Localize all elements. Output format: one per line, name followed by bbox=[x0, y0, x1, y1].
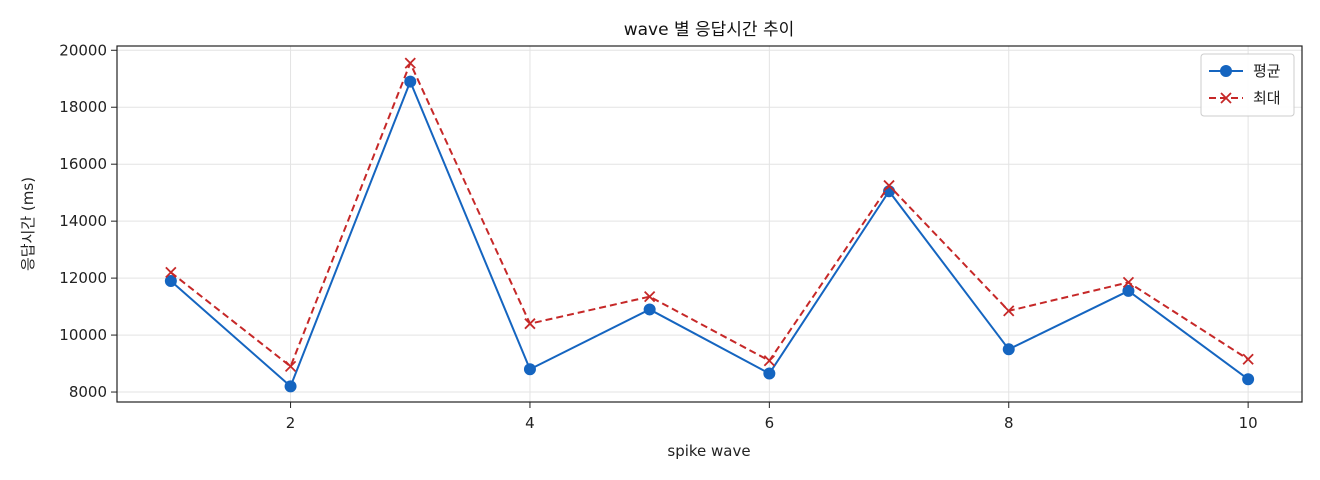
series-1 bbox=[164, 75, 1255, 393]
data-point bbox=[165, 266, 177, 279]
y-tick-label: 14000 bbox=[59, 212, 107, 230]
data-point bbox=[1003, 305, 1015, 317]
x-tick-label: 10 bbox=[1239, 414, 1258, 432]
x-tick-label: 2 bbox=[286, 414, 296, 432]
marker-stroke bbox=[883, 179, 895, 192]
legend-marker bbox=[1220, 92, 1232, 104]
marker-stroke bbox=[524, 318, 536, 330]
data-point bbox=[164, 274, 177, 287]
marker-stroke bbox=[165, 266, 177, 279]
marker-stroke bbox=[1003, 305, 1015, 317]
data-point bbox=[883, 179, 895, 192]
data-point bbox=[883, 185, 896, 198]
data-point bbox=[1122, 276, 1135, 289]
legend-item: 평균 bbox=[1209, 62, 1281, 80]
data-point bbox=[404, 75, 417, 88]
x-tick-label: 8 bbox=[1004, 414, 1014, 432]
y-tick-label: 18000 bbox=[59, 98, 107, 116]
series-layer bbox=[164, 57, 1255, 393]
data-point bbox=[1002, 343, 1015, 356]
x-tick-label: 6 bbox=[765, 414, 775, 432]
y-tick-label: 8000 bbox=[69, 383, 107, 401]
marker-stroke bbox=[763, 355, 775, 367]
data-point bbox=[1242, 373, 1255, 386]
plot-area-frame bbox=[116, 45, 1303, 403]
marker-stroke bbox=[404, 57, 416, 69]
data-point bbox=[284, 360, 297, 373]
series-2 bbox=[165, 57, 1254, 373]
data-point bbox=[284, 380, 297, 393]
legend-item: 최대 bbox=[1209, 89, 1281, 107]
legend-label: 최대 bbox=[1253, 89, 1281, 107]
marker-stroke bbox=[1242, 353, 1254, 365]
y-tick-label: 16000 bbox=[59, 155, 107, 173]
x-tick-label: 4 bbox=[525, 414, 535, 432]
data-point bbox=[763, 355, 775, 367]
marker-stroke bbox=[284, 360, 297, 373]
data-point bbox=[644, 290, 656, 303]
data-point bbox=[1242, 353, 1254, 365]
series-line bbox=[170, 80, 1249, 388]
legend-label: 평균 bbox=[1253, 62, 1281, 80]
x-axis: 2 4 6 8 10 bbox=[286, 402, 1258, 432]
data-point bbox=[763, 367, 776, 380]
y-tick-label: 20000 bbox=[59, 41, 107, 59]
marker-stroke bbox=[644, 290, 656, 303]
y-tick-label: 12000 bbox=[59, 269, 107, 287]
legend-marker bbox=[1220, 65, 1232, 77]
x-axis-title: spike wave bbox=[667, 442, 750, 460]
data-point bbox=[524, 318, 536, 330]
data-point bbox=[523, 363, 536, 376]
data-point bbox=[643, 303, 656, 316]
data-point bbox=[1122, 284, 1135, 297]
series-line bbox=[170, 62, 1249, 368]
marker-stroke bbox=[1220, 92, 1232, 104]
data-point bbox=[404, 57, 416, 69]
marker-stroke bbox=[1122, 276, 1135, 289]
y-axis-title: 응답시간 (ms) bbox=[19, 177, 37, 271]
grid bbox=[117, 46, 1302, 402]
y-tick-label: 10000 bbox=[59, 326, 107, 344]
y-axis: 8000 10000 12000 14000 16000 18000 20000 bbox=[59, 41, 117, 401]
chart-title: wave 별 응답시간 추이 bbox=[624, 20, 795, 40]
